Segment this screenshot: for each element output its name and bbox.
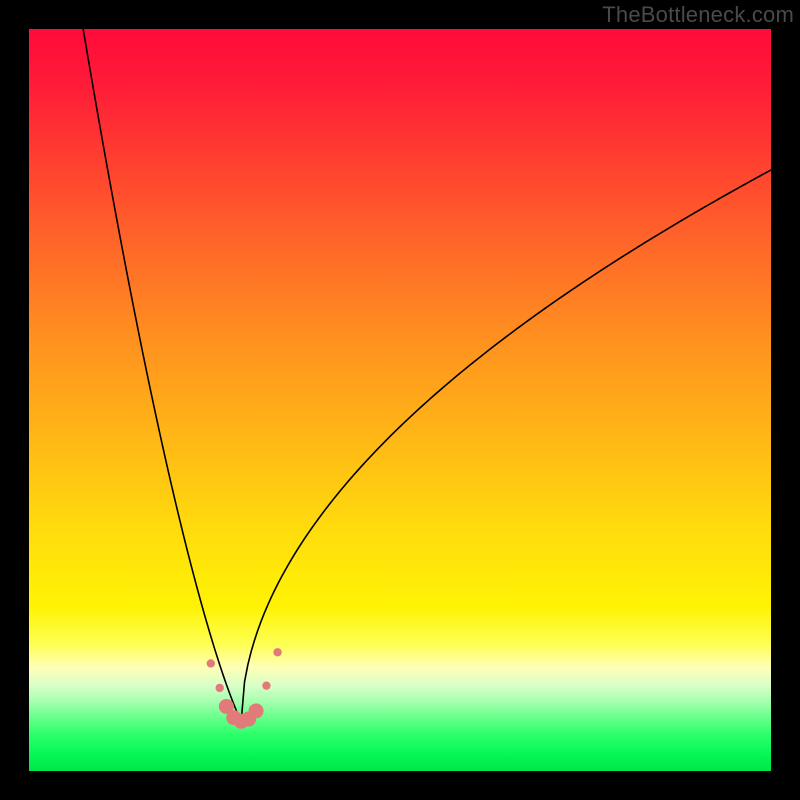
dip-marker: [215, 684, 223, 692]
dip-marker: [249, 703, 264, 718]
gradient-background: [29, 29, 771, 771]
plot-area: [29, 29, 771, 771]
bottleneck-chart: [29, 29, 771, 771]
dip-marker: [207, 659, 215, 667]
dip-marker: [262, 681, 270, 689]
dip-marker: [273, 648, 281, 656]
watermark-text: TheBottleneck.com: [602, 2, 794, 28]
